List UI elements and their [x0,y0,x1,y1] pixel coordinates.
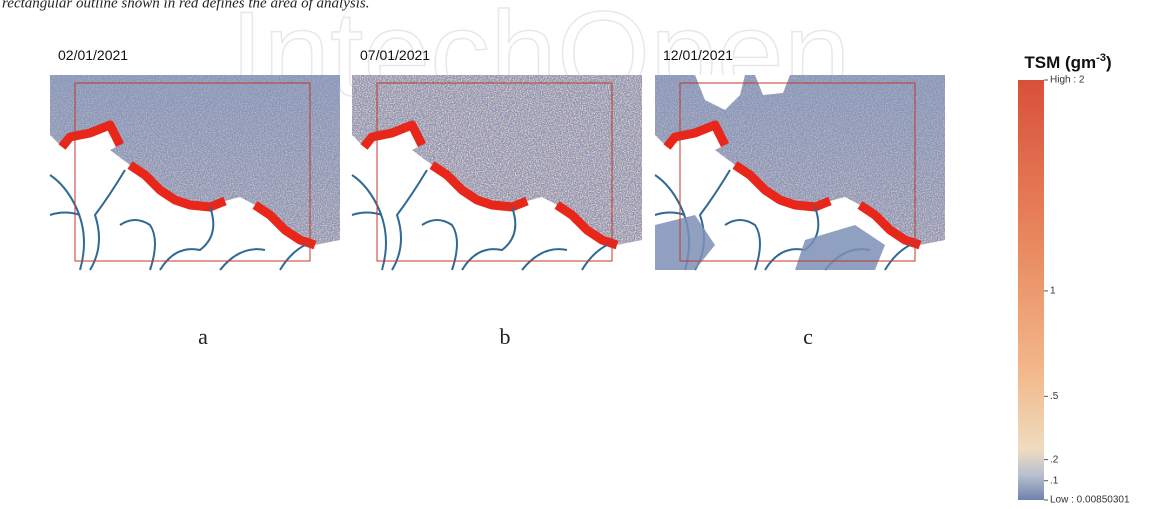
colorbar-title-superscript: -3 [1096,52,1106,64]
panel-letter: a [198,324,208,349]
colorbar-ramp [1018,80,1044,500]
page: { "caption": "rectangular outline shown … [0,0,1156,509]
colorbar-label: Low : 0.00850301 [1050,495,1130,506]
colorbar-title-suffix: ) [1106,53,1112,72]
figure: IntechOpen rectangular outline shown in … [0,0,1156,509]
map [50,75,340,270]
colorbar-title: TSM (gm-3) [1024,52,1111,72]
map [655,75,945,270]
panel-letter: b [500,324,511,349]
colorbar-label: High : 2 [1050,75,1085,86]
colorbar-label: 1 [1050,286,1056,297]
panel-date: 07/01/2021 [360,47,430,63]
colorbar-label: .2 [1050,454,1059,465]
colorbar-title-text: TSM (gm [1024,53,1096,72]
panel-letter: c [803,324,813,349]
panel-date: 02/01/2021 [58,47,128,63]
map [352,75,642,270]
colorbar: TSM (gm-3) High : 2 1 .5 .2 .1 Low : 0.008503… [1018,52,1130,506]
caption: rectangular outline shown in red defines… [2,0,369,11]
panel-date: 12/01/2021 [663,47,733,63]
colorbar-label: .1 [1050,475,1059,486]
panels: 02/01/2021 a 07/01/2021 b 12/01/2021 c [50,47,945,349]
colorbar-label: .5 [1050,391,1059,402]
